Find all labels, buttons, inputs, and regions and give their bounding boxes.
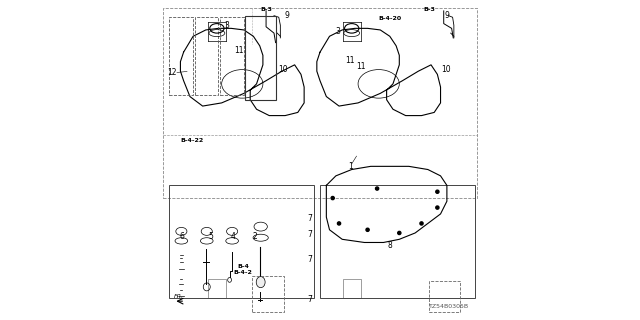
- Circle shape: [376, 187, 379, 190]
- Bar: [209, 279, 226, 298]
- Bar: [195, 17, 218, 95]
- Text: 12: 12: [167, 68, 176, 77]
- Bar: [163, 8, 477, 198]
- Text: 11: 11: [356, 62, 366, 71]
- Text: 9: 9: [444, 11, 449, 20]
- Text: B-4-20: B-4-20: [378, 16, 401, 21]
- Text: 4: 4: [230, 232, 236, 241]
- Text: B-4-22: B-4-22: [180, 139, 203, 143]
- Text: B-3: B-3: [260, 7, 272, 12]
- Bar: [343, 279, 360, 298]
- Circle shape: [366, 228, 369, 231]
- Text: 6: 6: [180, 232, 184, 241]
- Text: 8: 8: [387, 241, 392, 250]
- Text: B-4-2: B-4-2: [234, 270, 253, 275]
- Text: 2: 2: [253, 232, 257, 241]
- Text: 3: 3: [335, 27, 340, 36]
- Bar: [252, 276, 284, 312]
- Text: B-3: B-3: [424, 7, 435, 12]
- Text: FR.: FR.: [174, 294, 184, 299]
- Bar: [170, 185, 314, 298]
- Bar: [320, 185, 476, 298]
- Circle shape: [337, 222, 340, 225]
- Bar: [170, 17, 193, 95]
- Circle shape: [331, 196, 334, 200]
- Text: 7: 7: [307, 230, 312, 239]
- Text: TZ54B0305B: TZ54B0305B: [429, 304, 469, 309]
- Text: 5: 5: [208, 232, 213, 241]
- Text: 10: 10: [442, 65, 451, 74]
- Text: 9: 9: [284, 11, 289, 20]
- Text: B-4: B-4: [237, 264, 249, 269]
- Text: 7: 7: [307, 255, 312, 264]
- Bar: [246, 16, 276, 100]
- Text: 10: 10: [278, 65, 287, 74]
- Bar: [429, 281, 460, 312]
- Text: 3: 3: [224, 21, 229, 30]
- Text: 1: 1: [348, 162, 353, 171]
- Bar: [220, 17, 244, 95]
- Circle shape: [397, 231, 401, 235]
- Circle shape: [436, 206, 439, 209]
- Ellipse shape: [256, 276, 265, 288]
- Text: 11: 11: [234, 46, 244, 55]
- Circle shape: [436, 190, 439, 193]
- Text: 7: 7: [307, 295, 312, 304]
- Text: 7: 7: [307, 214, 312, 223]
- Text: 11: 11: [346, 56, 355, 65]
- Circle shape: [420, 222, 423, 225]
